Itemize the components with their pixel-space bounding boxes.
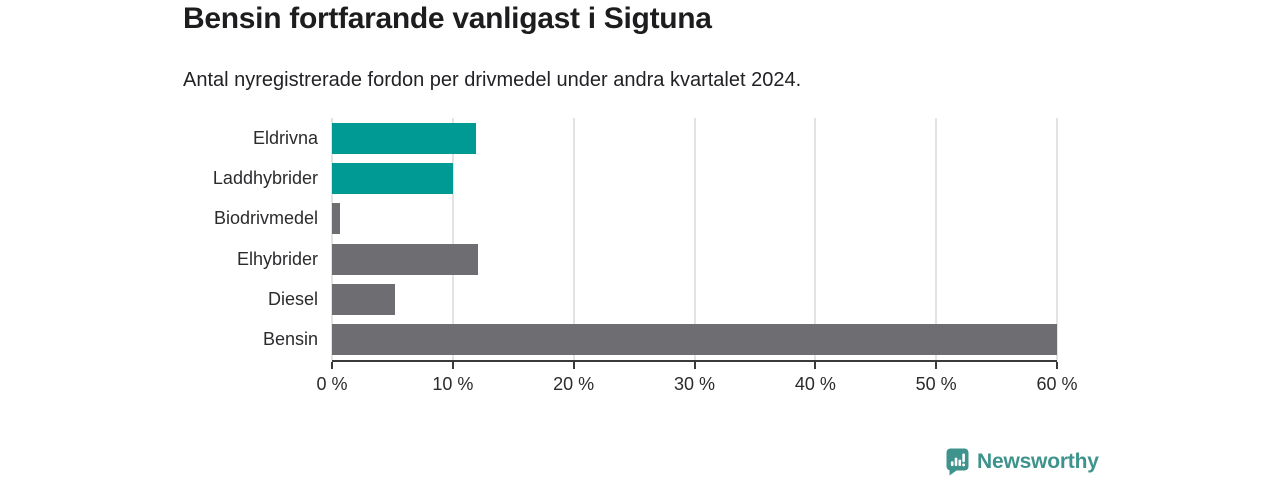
x-axis-tick-label-30: 30 %: [673, 374, 716, 394]
x-axis-tick-label-0: 0 %: [316, 374, 348, 394]
newsworthy-bar-chart-bubble-icon: [946, 448, 969, 476]
chart-subtitle: Antal nyregistrerade fordon per drivmede…: [183, 69, 802, 91]
x-axis-tick-label-40: 40 %: [794, 374, 836, 394]
category-labels: Eldrivna Laddhybrider Biodrivmedel Elhybrid…: [0, 118, 318, 360]
gridline-20: [572, 118, 575, 360]
gridline-10: [451, 118, 454, 360]
x-axis-tick-label-20: 20 %: [553, 374, 595, 394]
chart-title: Bensin fortfarande vanligast i Sigtuna: [183, 2, 712, 35]
bar-diesel: [332, 283, 395, 315]
x-axis-tick-10: [451, 362, 454, 369]
gridline-60: [1056, 118, 1058, 360]
category-label-laddhybrider: Laddhybrider: [212, 167, 318, 188]
x-axis-tick-label-50: 50 %: [915, 374, 957, 394]
x-axis-tick-20: [572, 362, 575, 369]
x-axis-tick-60: [1056, 362, 1058, 369]
newsworthy-logo: Newsworthy: [946, 448, 1099, 476]
bar-row-elhybrider: [332, 239, 1057, 279]
bars: [332, 118, 1057, 360]
x-axis-tick-0: [331, 362, 333, 369]
bar-eldrivna: [332, 122, 476, 154]
bar-laddhybrider: [332, 162, 453, 194]
category-label-biodrivmedel: Biodrivmedel: [213, 208, 318, 229]
gridline-40: [814, 118, 817, 360]
x-axis-tick-labels: 0 % 10 % 20 % 30 % 40 % 50 % 60 %: [316, 374, 1077, 398]
gridline-0: [331, 118, 333, 360]
gridline-50: [935, 118, 938, 360]
gridline-30: [693, 118, 696, 360]
x-axis-tick-50: [935, 362, 938, 369]
bar-row-bensin: [332, 320, 1057, 360]
x-axis-tick-label-60: 60 %: [1036, 374, 1078, 394]
bar-biodrivmedel: [332, 203, 341, 235]
x-axis-tick-40: [814, 362, 817, 369]
category-label-bensin: Bensin: [262, 329, 318, 350]
bar-elhybrider: [332, 243, 479, 275]
bar-bensin: [332, 324, 1057, 356]
category-label-diesel: Diesel: [267, 288, 318, 309]
x-axis-tick-label-10: 10 %: [432, 374, 474, 394]
x-axis-tick-30: [693, 362, 696, 369]
bar-row-laddhybrider: [332, 158, 1057, 198]
newsworthy-wordmark: Newsworthy: [977, 450, 1099, 473]
bar-row-eldrivna: [332, 118, 1057, 158]
bar-row-biodrivmedel: [332, 199, 1057, 239]
x-axis-line: [332, 360, 1057, 362]
category-label-eldrivna: Eldrivna: [252, 127, 318, 148]
category-label-elhybrider: Elhybrider: [236, 248, 318, 269]
bar-row-diesel: [332, 279, 1057, 319]
plot-area: [331, 118, 1058, 369]
